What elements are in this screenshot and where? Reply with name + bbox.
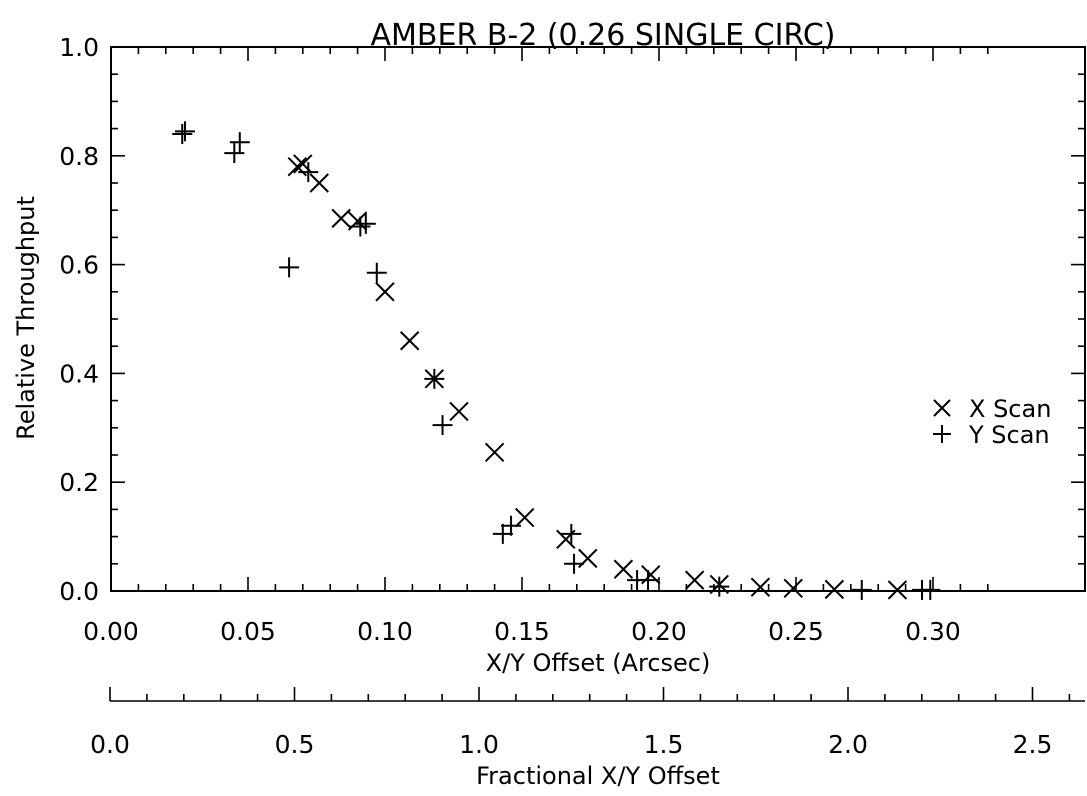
- data-markers: [172, 121, 941, 600]
- axis-labels: 0.00 0.05 0.10 0.15 0.20 0.25 0.30 0.0 0.2 0.4 0.6…: [59, 33, 1052, 759]
- x-scan-point-stroke: [375, 282, 395, 302]
- y-scan-point: [224, 143, 245, 164]
- x-scan-point: [449, 401, 469, 422]
- x-scan-point-stroke: [750, 577, 771, 597]
- legend-y-scan-marker: [933, 425, 951, 443]
- x-scan-point: [515, 507, 535, 528]
- x-scan-point-stroke: [449, 401, 469, 422]
- x-scan-point-stroke: [484, 442, 505, 462]
- secondary-x-axis-title: Fractional X/Y Offset: [476, 762, 720, 790]
- y-tick-label: 0.0: [59, 577, 99, 606]
- y-scan-point: [350, 216, 371, 237]
- y-scan-point: [564, 553, 585, 574]
- x-scan-point: [375, 282, 395, 302]
- y-tick-label: 0.8: [59, 142, 99, 171]
- y-scan-point: [366, 262, 387, 283]
- plot-frame-rect: [110, 46, 1086, 592]
- y-tick-label: 1.0: [59, 33, 99, 62]
- x-scan-point-stroke: [684, 570, 705, 590]
- secondary-x-tick-label: 1.5: [644, 730, 684, 759]
- y-tick-label: 0.2: [59, 468, 99, 497]
- y-scan-point: [501, 515, 522, 536]
- y-scan-point: [229, 132, 250, 153]
- y-scan-point: [174, 121, 195, 142]
- secondary-x-tick-label: 0.5: [275, 730, 315, 759]
- y-tick-label: 0.4: [59, 359, 99, 388]
- y-axis-title: Relative Throughput: [12, 196, 40, 440]
- x-scan-point: [331, 208, 351, 229]
- x-tick-label: 0.00: [83, 617, 139, 646]
- x-tick-label: 0.15: [494, 617, 550, 646]
- y-scan-point: [709, 576, 730, 597]
- x-scan-point: [824, 579, 845, 600]
- x-scan-point-stroke: [399, 331, 420, 351]
- legend-x-scan-marker-stroke: [933, 399, 951, 417]
- x-scan-point: [399, 331, 420, 351]
- secondary-x-tick-label: 1.0: [459, 730, 499, 759]
- y-scan-point: [492, 523, 513, 544]
- y-scan-point: [172, 124, 193, 145]
- x-scan-point-stroke: [515, 507, 535, 528]
- secondary-x-tick-label: 0.0: [90, 730, 130, 759]
- y-scan-point: [851, 579, 872, 600]
- x-scan-point: [684, 570, 705, 590]
- axis-ticks: [109, 46, 1085, 702]
- x-scan-point-stroke: [783, 578, 803, 598]
- x-scan-point-stroke: [287, 156, 308, 177]
- y-tick-label: 0.6: [59, 251, 99, 280]
- legend-x-scan-marker: [933, 399, 951, 417]
- y-scan-point: [279, 257, 300, 278]
- x-scan-point-stroke: [309, 173, 329, 193]
- x-scan-point: [484, 442, 505, 462]
- x-tick-label: 0.25: [768, 617, 824, 646]
- legend-label: X Scan: [969, 395, 1051, 423]
- legend-label: Y Scan: [968, 421, 1050, 449]
- x-scan-point: [783, 578, 803, 598]
- x-scan-point: [613, 559, 634, 579]
- y-scan-point: [298, 162, 319, 183]
- x-scan-point-stroke: [293, 154, 313, 174]
- secondary-x-tick-label: 2.0: [828, 730, 868, 759]
- y-scan-point: [355, 213, 376, 234]
- x-scan-point-stroke: [887, 580, 908, 600]
- x-scan-point-stroke: [613, 559, 634, 579]
- x-tick-label: 0.10: [357, 617, 413, 646]
- y-scan-point: [561, 523, 582, 544]
- x-tick-label: 0.05: [220, 617, 276, 646]
- x-scan-point-stroke: [331, 208, 351, 229]
- x-scan-point: [309, 173, 329, 193]
- secondary-x-tick-label: 2.5: [1013, 730, 1053, 759]
- x-scan-point: [750, 577, 771, 597]
- y-scan-point: [432, 415, 453, 436]
- x-tick-label: 0.30: [905, 617, 961, 646]
- x-scan-point-stroke: [824, 579, 845, 600]
- x-scan-point: [887, 580, 908, 600]
- plot-frame: [110, 46, 1086, 592]
- y-scan-point: [638, 570, 659, 591]
- x-axis-title: X/Y Offset (Arcsec): [486, 649, 711, 677]
- x-tick-label: 0.20: [631, 617, 687, 646]
- y-scan-point: [920, 579, 941, 600]
- y-scan-point: [424, 368, 445, 389]
